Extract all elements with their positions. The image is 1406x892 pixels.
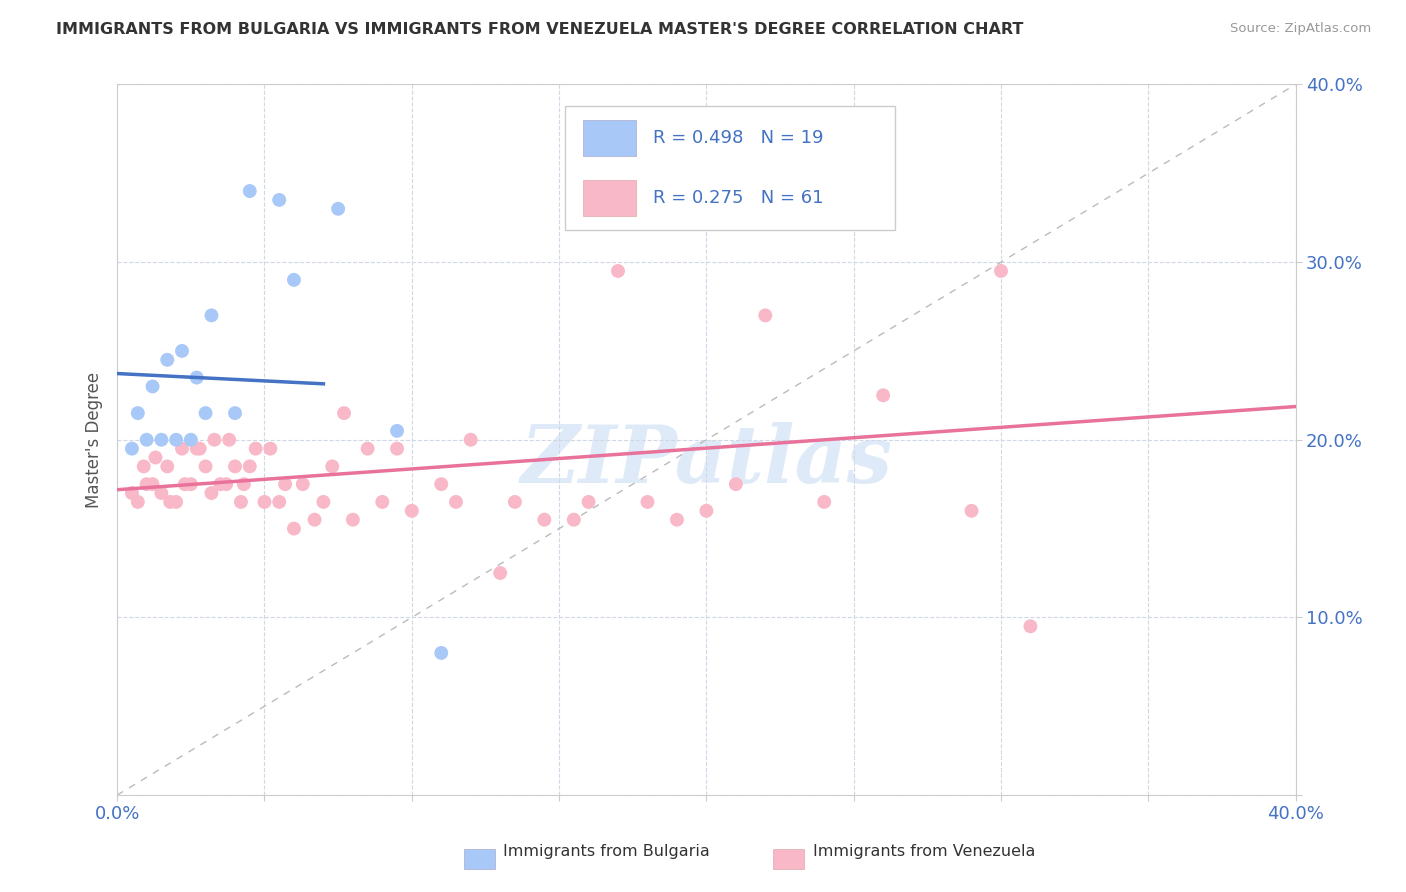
Point [253,495,276,509]
Point [385,442,408,456]
Point [283,522,305,536]
Point [165,433,187,447]
Point [269,495,291,509]
Point [356,442,378,456]
Point [430,646,453,660]
Point [695,504,717,518]
FancyBboxPatch shape [582,180,636,216]
Y-axis label: Master's Degree: Master's Degree [86,372,103,508]
Text: R = 0.498   N = 19: R = 0.498 N = 19 [654,128,824,147]
Point [665,513,688,527]
Point [232,477,254,491]
Point [291,477,314,491]
Point [872,388,894,402]
Point [121,442,143,456]
Point [145,450,167,465]
Point [283,273,305,287]
Point [127,495,149,509]
Point [188,442,211,456]
Point [754,309,776,323]
Point [224,459,246,474]
Point [326,202,349,216]
Point [312,495,335,509]
Point [127,406,149,420]
Text: R = 0.275   N = 61: R = 0.275 N = 61 [654,189,824,207]
Point [460,433,482,447]
Point [333,406,356,420]
Point [239,459,262,474]
Point [156,352,179,367]
Point [141,379,163,393]
Point [578,495,600,509]
Point [135,433,157,447]
Point [401,504,423,518]
FancyBboxPatch shape [565,106,896,230]
Text: ZIPatlas: ZIPatlas [520,422,893,500]
Point [121,486,143,500]
Point [724,477,747,491]
Point [150,486,173,500]
Point [159,495,181,509]
Point [607,264,630,278]
Text: Immigrants from Venezuela: Immigrants from Venezuela [813,844,1035,859]
FancyBboxPatch shape [582,120,636,155]
Point [489,566,512,580]
Point [132,459,155,474]
Point [194,459,217,474]
Point [259,442,281,456]
Point [180,433,202,447]
Point [562,513,585,527]
Point [304,513,326,527]
Point [813,495,835,509]
Point [218,433,240,447]
Point [170,343,193,358]
Point [170,442,193,456]
Point [444,495,467,509]
Point [430,477,453,491]
Point [858,121,880,136]
Point [342,513,364,527]
Point [156,459,179,474]
Point [245,442,267,456]
Point [321,459,343,474]
Point [533,513,555,527]
Point [239,184,262,198]
Bar [464,849,495,869]
Point [174,477,197,491]
Point [224,406,246,420]
Point [200,486,222,500]
Point [990,264,1012,278]
Point [186,442,208,456]
Text: Source: ZipAtlas.com: Source: ZipAtlas.com [1230,22,1371,36]
Point [371,495,394,509]
Point [960,504,983,518]
Point [385,424,408,438]
Text: IMMIGRANTS FROM BULGARIA VS IMMIGRANTS FROM VENEZUELA MASTER'S DEGREE CORRELATIO: IMMIGRANTS FROM BULGARIA VS IMMIGRANTS F… [56,22,1024,37]
Point [202,433,225,447]
Point [503,495,526,509]
Point [135,477,157,491]
Point [150,433,173,447]
Point [229,495,252,509]
Point [209,477,232,491]
Point [637,495,659,509]
Point [141,477,163,491]
Text: Immigrants from Bulgaria: Immigrants from Bulgaria [503,844,710,859]
Point [165,495,187,509]
Point [186,370,208,384]
Point [200,309,222,323]
Point [269,193,291,207]
Point [1019,619,1042,633]
Point [180,477,202,491]
Point [194,406,217,420]
Point [215,477,238,491]
Point [274,477,297,491]
Bar [773,849,804,869]
